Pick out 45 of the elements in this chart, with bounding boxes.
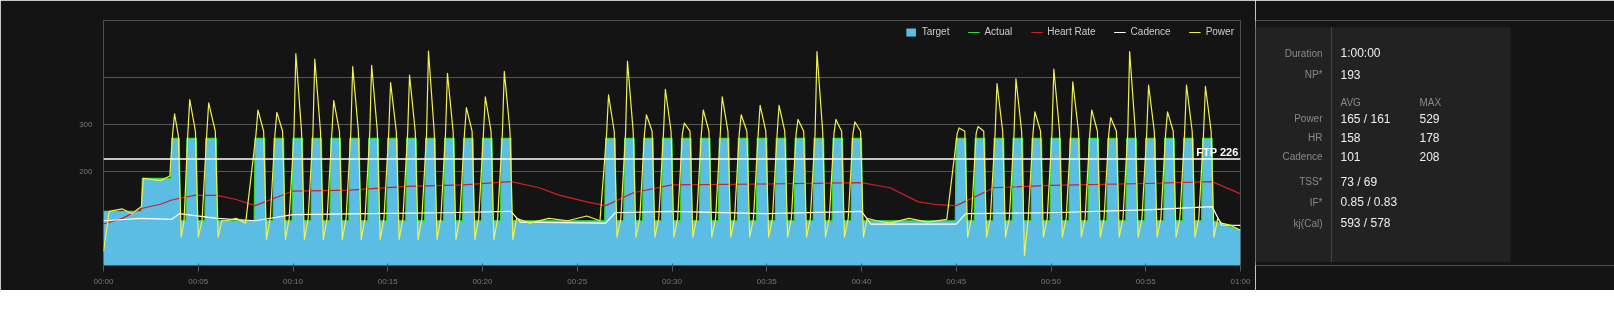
x-tick-label: 00:25 xyxy=(567,276,588,286)
text: 101 xyxy=(1340,150,1361,165)
text: Duration xyxy=(1284,47,1323,59)
x-tick-label: 01:00 xyxy=(1230,276,1252,286)
y-tick-label: 300 xyxy=(79,119,94,129)
text: HR xyxy=(1308,131,1323,143)
legend-label: Actual xyxy=(984,26,1013,37)
line-series xyxy=(103,181,1241,225)
text: IF* xyxy=(1309,196,1323,208)
text: Power xyxy=(1294,113,1324,124)
x-tick-label: 00:45 xyxy=(946,276,967,286)
text: AVG xyxy=(1340,96,1362,108)
x-tick-label: 00:35 xyxy=(756,276,778,286)
text: 158 xyxy=(1340,130,1361,145)
text: 0.85 / 0.83 xyxy=(1340,195,1398,210)
text: Cadence xyxy=(1282,151,1323,163)
x-tick-label: 00:20 xyxy=(472,276,494,286)
text: kj(Cal) xyxy=(1293,217,1323,229)
text: 178 xyxy=(1419,130,1440,145)
legend-label: Target xyxy=(921,26,950,37)
text: NP* xyxy=(1304,69,1323,81)
x-tick-label: 00:10 xyxy=(282,276,304,286)
y-tick-label: 200 xyxy=(79,166,94,176)
text: 193 xyxy=(1340,68,1361,83)
text: 165 / 161 xyxy=(1340,111,1391,126)
text: 208 xyxy=(1419,150,1440,165)
x-tick-label: 00:05 xyxy=(188,276,209,286)
x-tick-label: 00:15 xyxy=(377,276,399,286)
x-tick-label: 00:55 xyxy=(1135,276,1157,286)
legend-label: Heart Rate xyxy=(1047,26,1096,37)
legend-label: Power xyxy=(1205,26,1234,37)
x-tick-label: 00:50 xyxy=(1040,276,1062,286)
x-tick-label: 00:30 xyxy=(661,276,683,286)
text: MAX xyxy=(1419,96,1442,108)
text: 593 / 578 xyxy=(1340,216,1391,231)
line-series xyxy=(103,50,1241,257)
x-tick-label: 00:40 xyxy=(851,276,873,286)
x-tick-label: 00:00 xyxy=(93,276,115,286)
text: TSS* xyxy=(1299,176,1323,188)
ref-line-label: FTP 226 xyxy=(1196,146,1239,159)
text: 1:00:00 xyxy=(1340,46,1381,61)
legend-label: Cadence xyxy=(1130,26,1171,37)
text: 73 / 69 xyxy=(1340,174,1378,189)
text: 529 xyxy=(1419,112,1440,126)
line-series xyxy=(103,206,1241,227)
